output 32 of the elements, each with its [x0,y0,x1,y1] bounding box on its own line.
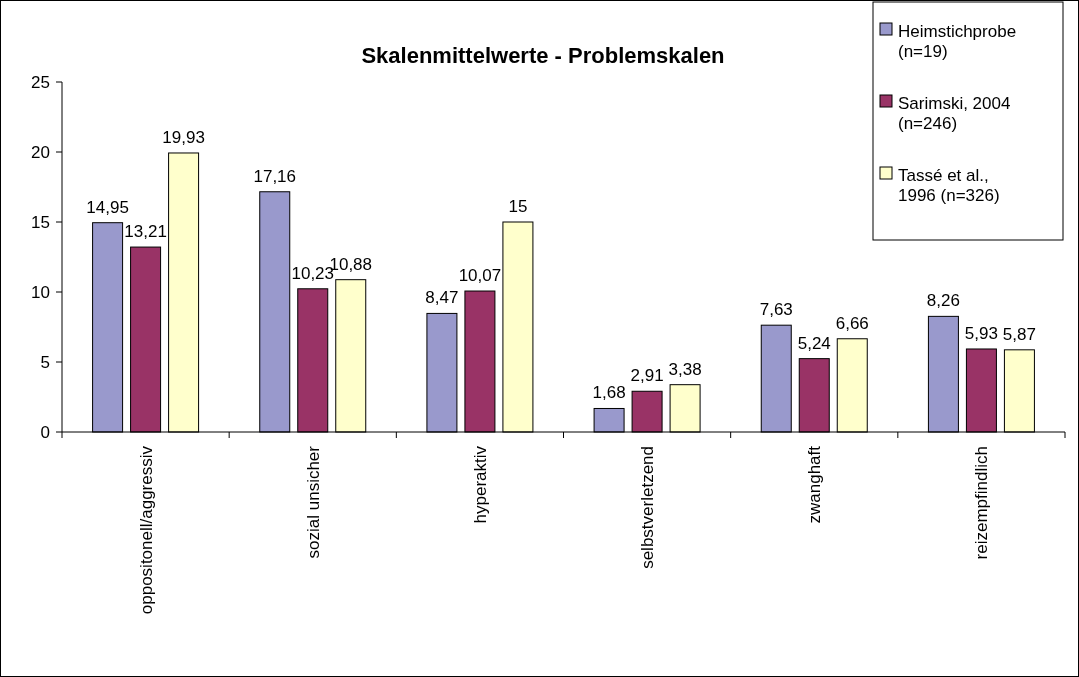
data-label: 7,63 [759,300,793,320]
data-label: 6,66 [835,313,869,333]
data-label: 2,91 [630,366,664,386]
data-label: 5,93 [964,323,998,343]
y-tick-label: 15 [31,212,50,232]
data-label: 3,38 [668,359,702,379]
data-label: 13,21 [124,222,167,242]
data-label: 8,26 [926,291,960,311]
data-label: 10,07 [458,266,502,286]
x-tick-label: hyperaktiv [470,445,490,524]
y-tick-label: 10 [31,282,50,302]
y-tick-label: 5 [40,352,50,372]
data-label: 5,24 [797,333,831,353]
data-label: 17,16 [253,166,297,186]
legend-label: Heimstichprobe (n=19) [898,22,1017,62]
x-tick-label: sozial unsicher [303,445,323,559]
y-tick-label: 0 [40,422,50,442]
legend-label: Tassé et al., 1996 (n=326) [898,166,1000,206]
y-tick-label: 25 [31,72,50,92]
x-tick-label: oppositonell/aggressiv [136,445,156,615]
data-label: 15 [508,197,528,216]
y-tick-label: 20 [31,142,50,162]
x-tick-label: reizempfindlich [972,446,992,560]
data-label: 5,87 [1002,324,1036,344]
x-tick-label: zwanghaft [805,445,825,524]
data-label: 1,68 [592,383,626,403]
legend-label: Sarimski, 2004 (n=246) [898,94,1011,134]
x-tick-label: selbstverletzend [638,446,658,569]
data-label: 8,47 [425,288,459,308]
data-label: 19,93 [162,127,205,147]
data-label: 14,95 [86,197,129,217]
chart-title: Skalenmittelwerte - Problemskalen [361,43,725,68]
